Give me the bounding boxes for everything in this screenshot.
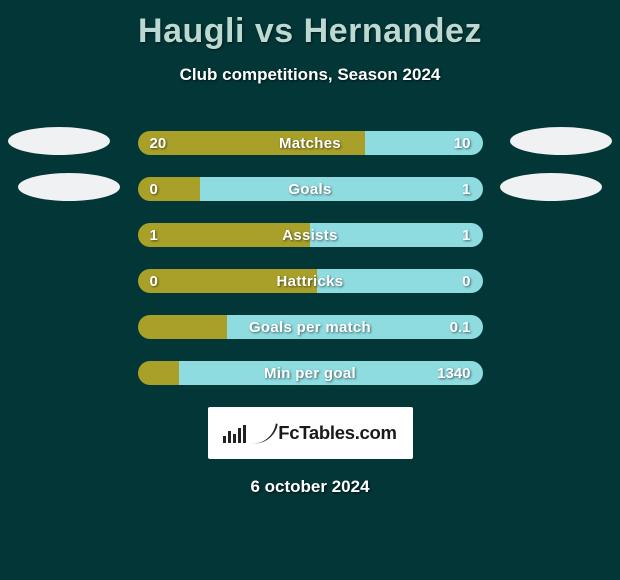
stat-row: 1340Min per goal [138, 361, 483, 385]
team-left-logo-placeholder [18, 173, 120, 201]
stat-row: 01Goals [138, 177, 483, 201]
date-label: 6 october 2024 [0, 477, 620, 497]
page-title: Haugli vs Hernandez [0, 0, 620, 51]
team-right-logo-placeholder [500, 173, 602, 201]
stat-label: Min per goal [138, 361, 483, 385]
stat-row: 2010Matches [138, 131, 483, 155]
player-left-photo-placeholder [8, 127, 110, 155]
stats-area: 2010Matches 01Goals 11Assists 00Hattricks 0.… [0, 131, 620, 385]
stat-row: 0.1Goals per match [138, 315, 483, 339]
player-right-photo-placeholder [510, 127, 612, 155]
stat-row: 00Hattricks [138, 269, 483, 293]
subtitle: Club competitions, Season 2024 [0, 65, 620, 85]
stat-row: 11Assists [138, 223, 483, 247]
fctables-logo: FcTables.com [208, 407, 413, 459]
stat-label: Goals [138, 177, 483, 201]
stat-label: Hattricks [138, 269, 483, 293]
stat-label: Assists [138, 223, 483, 247]
stat-label: Goals per match [138, 315, 483, 339]
comparison-bars: 2010Matches 01Goals 11Assists 00Hattricks 0.… [138, 131, 483, 385]
logo-text: FcTables.com [278, 422, 396, 444]
chart-icon [223, 423, 272, 443]
stat-label: Matches [138, 131, 483, 155]
